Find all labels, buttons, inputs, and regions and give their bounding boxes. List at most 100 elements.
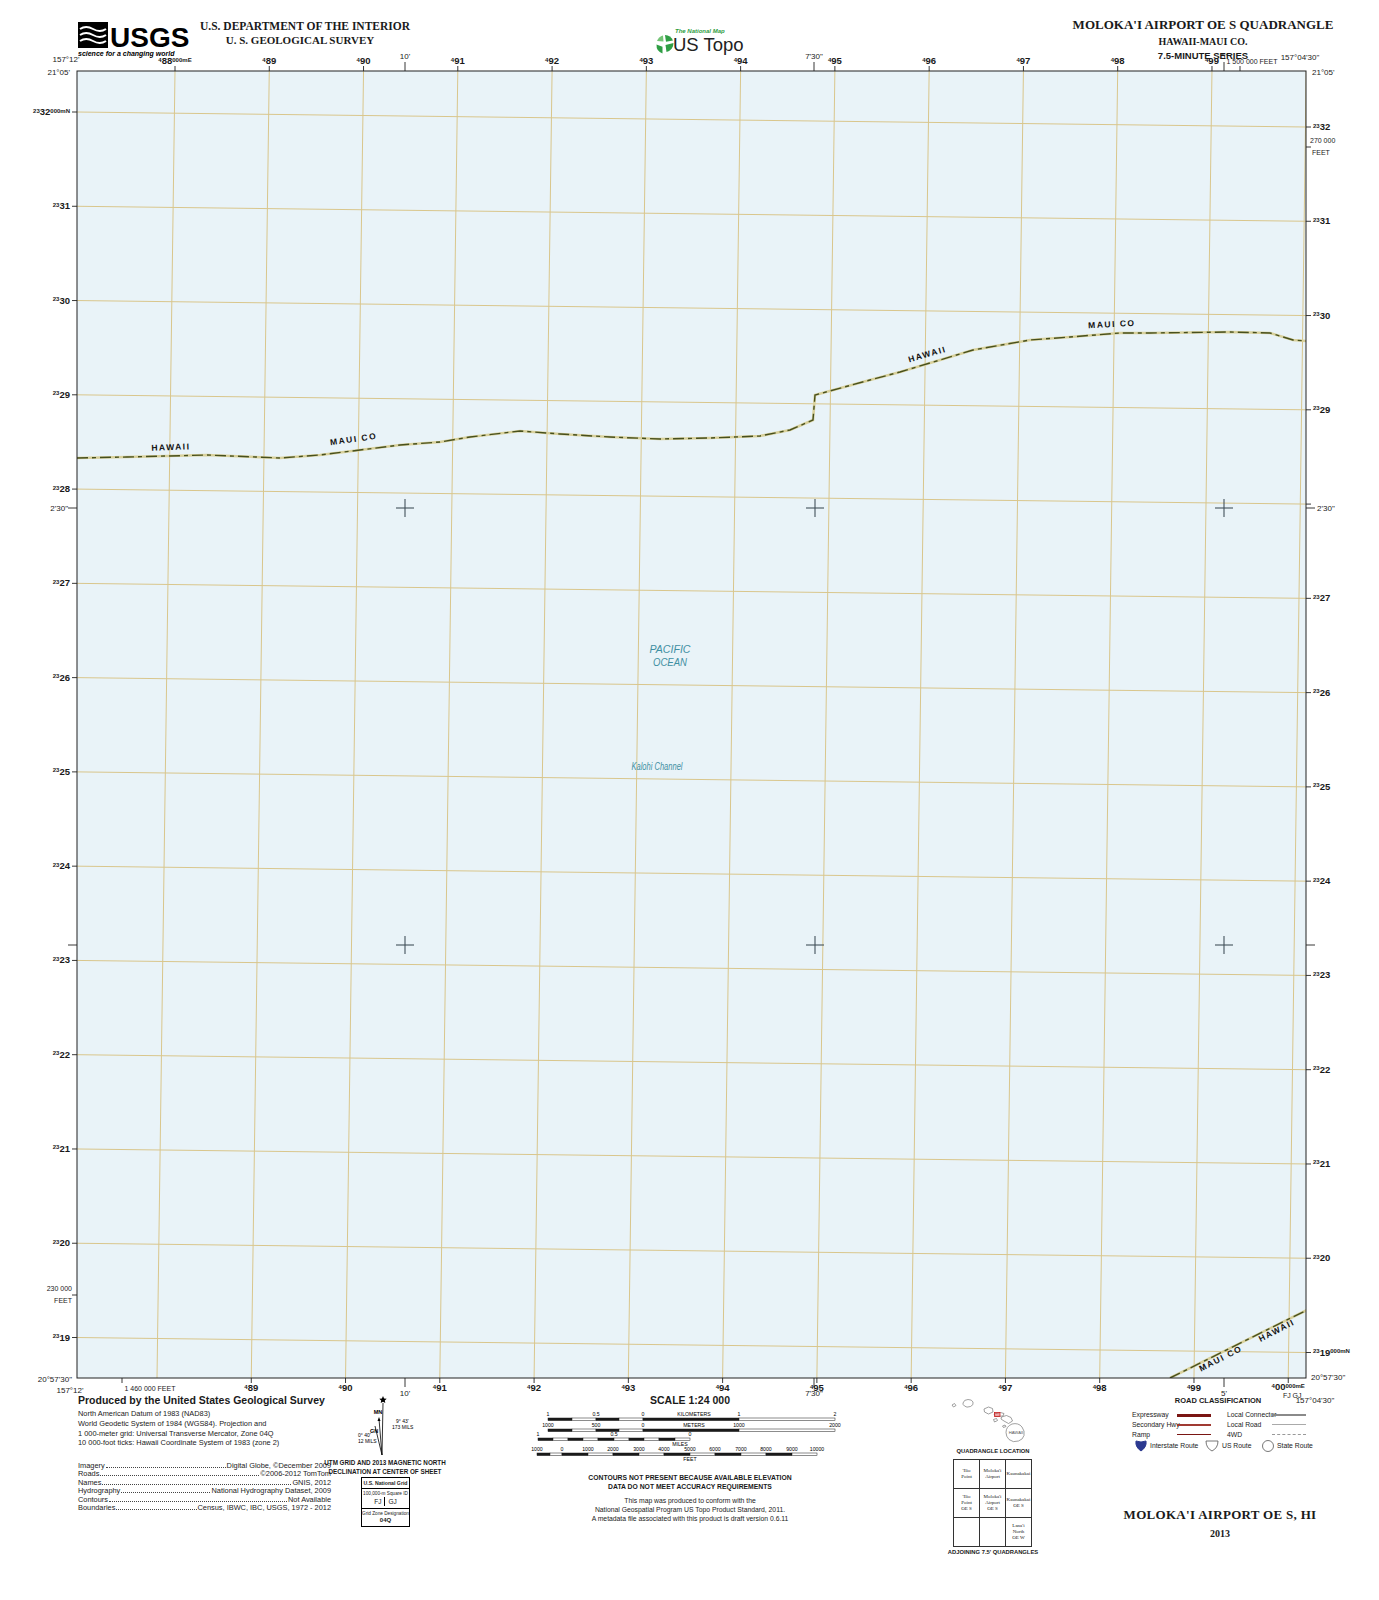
grid-number-label: 2326 bbox=[1313, 687, 1330, 698]
grid-number-label: 2324 bbox=[53, 860, 71, 871]
grid-number-label: 2320 bbox=[53, 1237, 70, 1248]
grid-number-label: 2321 bbox=[53, 1143, 71, 1154]
declination-caption: UTM GRID AND 2013 MAGNETIC NORTH DECLINA… bbox=[315, 1459, 455, 1476]
scale-label: 1000 bbox=[582, 1446, 594, 1452]
standard-note-line: A metadata file associated with this pro… bbox=[530, 1515, 850, 1524]
grid-number-label: 499 bbox=[1187, 1382, 1201, 1393]
grid-number-label: 2332000mN bbox=[33, 106, 70, 117]
scale-label: 3000 bbox=[633, 1446, 645, 1452]
scalebar-m bbox=[739, 1429, 835, 1432]
scale-label: KILOMETERS bbox=[677, 1411, 711, 1417]
grid-number-label: 2323 bbox=[1313, 969, 1330, 980]
declination-label: GN bbox=[370, 1428, 378, 1434]
credit-value: Census, IBWC, IBC, USGS, 1972 - 2012 bbox=[198, 1503, 332, 1512]
produced-by-block: Produced by the United States Geological… bbox=[78, 1394, 348, 1448]
grid-number-label: 495 bbox=[828, 55, 843, 66]
scalebar-m bbox=[572, 1429, 596, 1432]
scalebar-km bbox=[619, 1418, 643, 1421]
scalebar-ft bbox=[715, 1453, 741, 1456]
grid-number-label: 493 bbox=[621, 1382, 635, 1393]
grid-number-label: 2332 bbox=[1313, 121, 1330, 132]
state-route-circle-icon bbox=[1263, 1441, 1274, 1452]
state-plane-feet-right: 270 000 bbox=[1310, 137, 1335, 144]
declination-label: MN bbox=[374, 1409, 383, 1415]
minute-label-left: 2'30" bbox=[50, 504, 68, 513]
island-hawaii-label: HAWAII bbox=[1009, 1430, 1024, 1435]
scalebar-ft bbox=[766, 1453, 792, 1456]
grid-number-label: 493 bbox=[639, 55, 653, 66]
credits-block: ImageryDigital Globe, ©December 2009Road… bbox=[78, 1461, 331, 1511]
credit-leader bbox=[106, 1461, 226, 1468]
credit-row: Roads©2006-2012 TomTom bbox=[78, 1469, 331, 1477]
scalebar-mi bbox=[568, 1438, 583, 1441]
channel-label: Kalohi Channel bbox=[632, 760, 683, 772]
grid-number-label: 491 bbox=[451, 55, 466, 66]
road-class-label: Expressway bbox=[1132, 1411, 1169, 1418]
produced-line: North American Datum of 1983 (NAD83) bbox=[78, 1409, 348, 1419]
scalebar-mi bbox=[598, 1438, 614, 1441]
scale-label: 0 bbox=[561, 1446, 564, 1452]
map-sheet: HAWAIIMAUI COHAWAIIMAUI COMAUI COHAWAIIP… bbox=[0, 0, 1379, 1600]
minute-label-bottom: 7'30" bbox=[805, 1389, 823, 1398]
grid-number-label: 2319000mN bbox=[1313, 1347, 1350, 1358]
scale-label: 9000 bbox=[786, 1446, 798, 1452]
island-niihau bbox=[952, 1404, 956, 1408]
usng-gzd: 04Q bbox=[362, 1516, 409, 1526]
credit-leader bbox=[121, 1486, 210, 1493]
state-plane-feet-left: 230 000 bbox=[47, 1285, 72, 1292]
usng-gzd-label: Grid Zone Designation bbox=[362, 1509, 409, 1516]
scale-label: 500 bbox=[592, 1422, 601, 1428]
road-classification-title: ROAD CLASSIFICATION bbox=[1150, 1396, 1286, 1405]
scale-label: 4000 bbox=[658, 1446, 670, 1452]
grid-number-label: 494 bbox=[716, 1382, 731, 1393]
road-class-label: Local Road bbox=[1227, 1421, 1261, 1428]
declination-diagram: MNGN9° 43'173 MILS0° 40'12 MILS bbox=[340, 1390, 430, 1460]
grid-number-label: 2331 bbox=[1313, 215, 1331, 226]
grid-number-label: 2329 bbox=[1313, 404, 1330, 415]
state-plane-feet-bottom: 1 460 000 FEET bbox=[125, 1385, 177, 1392]
scale-label: 0 bbox=[642, 1411, 645, 1417]
grid-number-label: 489 bbox=[262, 55, 276, 66]
interstate-shield-icon bbox=[1136, 1441, 1146, 1451]
grid-number-label: 498 bbox=[1093, 1382, 1107, 1393]
scale-label: 7000 bbox=[735, 1446, 747, 1452]
grid-number-label: 488000mE bbox=[158, 55, 191, 66]
standard-note: This map was produced to conform with th… bbox=[530, 1497, 850, 1523]
scale-label: 2 bbox=[834, 1411, 837, 1417]
road-class-symbol-secondary bbox=[1177, 1424, 1211, 1426]
usng-box: U.S. National Grid 100,000-m Square ID F… bbox=[361, 1477, 410, 1527]
scalebar-ft bbox=[639, 1453, 664, 1456]
adjoining-cell: Kaunakakai OE S bbox=[1006, 1489, 1032, 1518]
us-route-shield-icon bbox=[1206, 1441, 1218, 1451]
true-north-star bbox=[379, 1396, 386, 1403]
adjoining-cell bbox=[980, 1518, 1006, 1547]
scalebar-m bbox=[619, 1429, 643, 1432]
grid-number-label: 2325 bbox=[1313, 781, 1331, 792]
island-kauai bbox=[963, 1400, 973, 1408]
minute-label-top: 7'30" bbox=[805, 52, 823, 61]
credit-row: HydrographyNational Hydrography Dataset,… bbox=[78, 1486, 331, 1494]
road-class-label: Local Connector bbox=[1227, 1411, 1277, 1418]
scale-caption: FEET bbox=[683, 1456, 697, 1462]
grid-number-label: 2328 bbox=[53, 483, 70, 494]
grid-number-label: 2327 bbox=[53, 577, 70, 588]
grid-number-label: 2323 bbox=[53, 954, 70, 965]
scale-label: 0.5 bbox=[610, 1431, 617, 1437]
magnetic-north-arrow bbox=[378, 1417, 381, 1421]
state-plane-feet-right: FEET bbox=[1312, 149, 1331, 156]
grid-number-label: 2324 bbox=[1313, 875, 1331, 886]
declination-caption-line1: UTM GRID AND 2013 MAGNETIC NORTH bbox=[315, 1459, 455, 1468]
hawaii-islands bbox=[952, 1400, 1024, 1442]
declination-caption-line2: DECLINATION AT CENTER OF SHEET bbox=[315, 1468, 455, 1477]
map-title-block: MOLOKA'I AIRPORT OE S, HI 2013 bbox=[1100, 1507, 1340, 1539]
island-maui bbox=[1001, 1416, 1013, 1424]
adjoining-cell: Lāna'i North OE W bbox=[1006, 1518, 1032, 1547]
grid-number-label: 499 bbox=[1205, 55, 1219, 66]
contours-note: CONTOURS NOT PRESENT BECAUSE AVAILABLE E… bbox=[530, 1474, 850, 1492]
scalebar-mi bbox=[644, 1438, 659, 1441]
state-plane-feet-top: 1 500 000 FEET bbox=[1227, 58, 1279, 65]
quadrangle-location-caption: QUADRANGLE LOCATION bbox=[953, 1448, 1033, 1454]
corner-lon-topleft: 157°12' bbox=[53, 55, 80, 64]
adjoining-cell: 'Īlio Point bbox=[954, 1460, 980, 1489]
scale-label: 0 bbox=[642, 1422, 645, 1428]
